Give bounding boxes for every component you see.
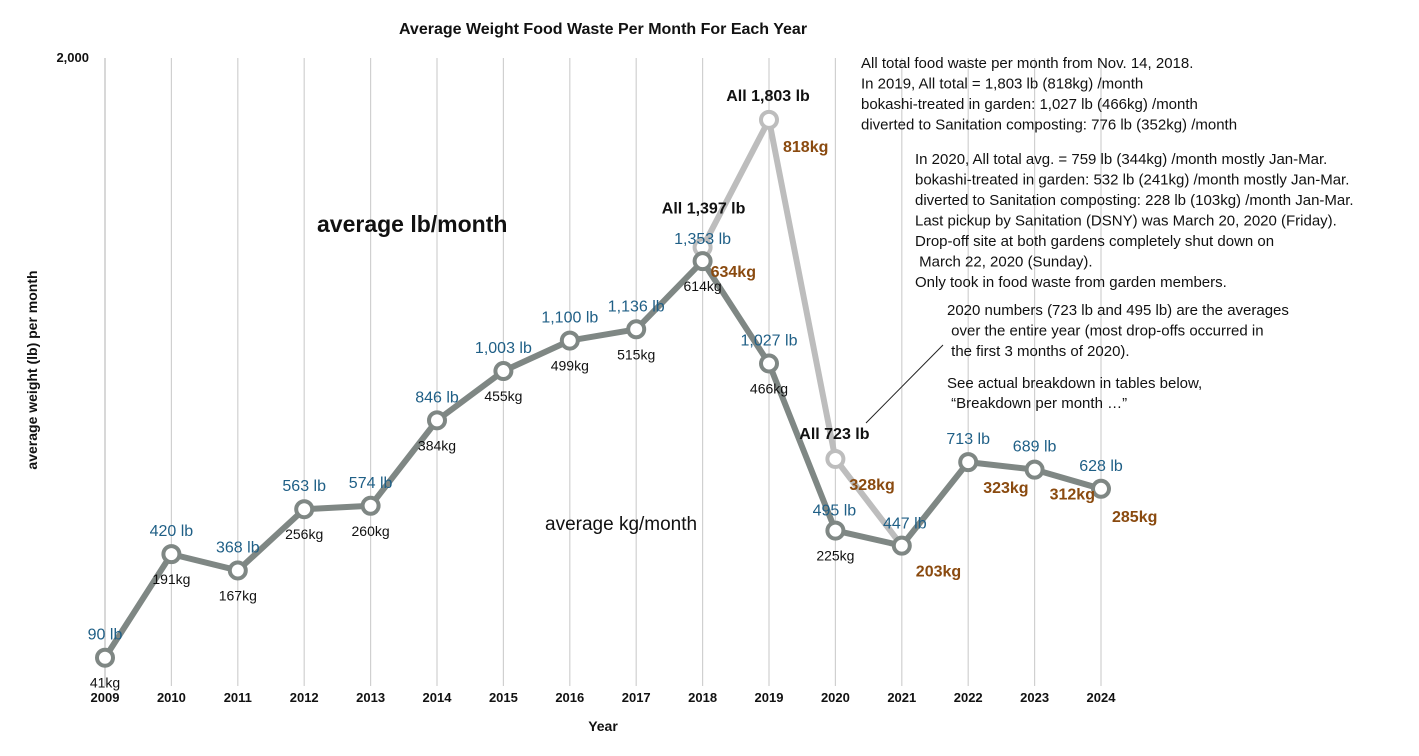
x-tick-label: 2017 [622, 690, 651, 705]
all-total-label: All 1,397 lb [662, 200, 746, 217]
series-bokashi-point [825, 520, 846, 541]
avg-kg-annotation: average kg/month [545, 514, 697, 535]
y-axis-label: average weight (lb) per month [24, 270, 40, 469]
series-bokashi-point [493, 361, 514, 382]
series-bokashi-point [427, 410, 447, 431]
lb-data-label: 574 lb [349, 475, 393, 492]
series-bokashi-point [891, 535, 912, 556]
lb-data-label: 713 lb [946, 431, 990, 448]
note-2019-breakdown: All total food waste per month from Nov.… [861, 55, 1237, 134]
kg-data-label: 260kg [352, 523, 390, 539]
series-bokashi-point [559, 330, 580, 351]
lb-data-label: 1,136 lb [608, 298, 665, 315]
x-tick-label: 2012 [290, 690, 319, 705]
series-all-total-point [759, 109, 779, 130]
lb-data-label: 1,027 lb [741, 333, 798, 350]
series-all-total-line [699, 116, 905, 548]
annotations: average lb/month average kg/month All to… [317, 55, 1354, 535]
series-bokashi-point [1091, 478, 1111, 499]
x-tick-label: 2019 [755, 690, 784, 705]
kg-bold-label: 203kg [916, 564, 961, 581]
kg-data-label: 191kg [152, 571, 190, 587]
kg-data-label: 614kg [684, 278, 722, 294]
avg-lb-annotation: average lb/month [317, 211, 507, 237]
x-tick-label: 2024 [1087, 690, 1117, 705]
lb-data-label: 495 lb [813, 503, 857, 520]
x-tick-label: 2023 [1020, 690, 1049, 705]
x-tick-labels: 2009 2010 2011 2012 2013 2014 2015 2016 2017 2018… [91, 690, 1117, 705]
series-bokashi-point [294, 499, 315, 520]
x-tick-label: 2013 [356, 690, 385, 705]
kg-bold-label: 818kg [783, 139, 828, 156]
kg-bold-label: 285kg [1112, 509, 1157, 526]
note-see-tables: See actual breakdown in tables below, “B… [947, 375, 1202, 412]
series-bokashi-point [1024, 459, 1045, 480]
lb-data-label: 90 lb [88, 627, 123, 644]
kg-bold-label: 323kg [983, 480, 1028, 497]
annotation-pointer-line [865, 344, 944, 424]
x-tick-label: 2009 [91, 690, 120, 705]
kg-data-label: 41kg [90, 675, 120, 691]
kg-bold-label: 312kg [1050, 487, 1095, 504]
note-2020-averages: 2020 numbers (723 lb and 495 lb) are the… [947, 302, 1289, 360]
series-bokashi-point [95, 647, 115, 668]
series-all-total-point [825, 448, 846, 469]
x-tick-label: 2010 [157, 690, 186, 705]
lb-data-label: 846 lb [415, 389, 459, 406]
lb-data-label: 1,003 lb [475, 340, 532, 357]
series-bokashi-point [759, 353, 779, 374]
lb-data-label: 447 lb [883, 516, 927, 533]
x-tick-label: 2015 [489, 690, 518, 705]
x-tick-label: 2018 [688, 690, 717, 705]
lb-data-label: 1,353 lb [674, 231, 731, 248]
series-bokashi-point [161, 544, 182, 565]
lb-data-label: 420 lb [150, 523, 194, 540]
all-total-label: All 723 lb [799, 426, 869, 443]
series-bokashi-point [626, 319, 647, 340]
vertical-gridlines [104, 58, 1102, 686]
x-tick-label: 2022 [954, 690, 983, 705]
lb-data-label: 689 lb [1013, 439, 1057, 456]
series-bokashi-line [102, 258, 1102, 660]
all-total-label: All 1,803 lb [726, 88, 810, 105]
y-tick-max: 2,000 [56, 50, 89, 65]
note-2020-breakdown: In 2020, All total avg. = 759 lb (344kg)… [915, 151, 1354, 291]
lb-data-label: 368 lb [216, 539, 260, 556]
lb-data-label: 628 lb [1079, 458, 1123, 475]
x-tick-label: 2016 [555, 690, 584, 705]
kg-data-label: 167kg [219, 587, 257, 603]
kg-data-label: 455kg [484, 388, 522, 404]
kg-data-label: 515kg [617, 346, 655, 362]
kg-data-label: 225kg [816, 548, 854, 564]
x-tick-label: 2014 [423, 690, 453, 705]
kg-bold-label: 634kg [711, 264, 756, 281]
x-axis-label: Year [588, 718, 618, 734]
lb-data-label: 1,100 lb [541, 310, 598, 327]
series-lines [95, 109, 1111, 668]
kg-bold-label: 328kg [849, 477, 894, 494]
data-labels: 90 lb 420 lb 368 lb 563 lb 574 lb 846 lb 1,003… [88, 88, 1158, 691]
lb-data-label: 563 lb [282, 478, 326, 495]
chart-title: Average Weight Food Waste Per Month For … [399, 21, 807, 38]
series-bokashi-point [958, 452, 979, 473]
kg-data-label: 384kg [418, 437, 456, 453]
kg-data-label: 256kg [285, 526, 323, 542]
x-tick-label: 2020 [821, 690, 850, 705]
kg-data-label: 466kg [750, 381, 788, 397]
kg-data-label: 499kg [551, 358, 589, 374]
x-tick-label: 2011 [224, 690, 252, 705]
series-bokashi-point [360, 495, 381, 516]
x-tick-label: 2021 [887, 690, 916, 705]
series-bokashi-point [692, 251, 713, 272]
series-bokashi-point [227, 560, 248, 581]
